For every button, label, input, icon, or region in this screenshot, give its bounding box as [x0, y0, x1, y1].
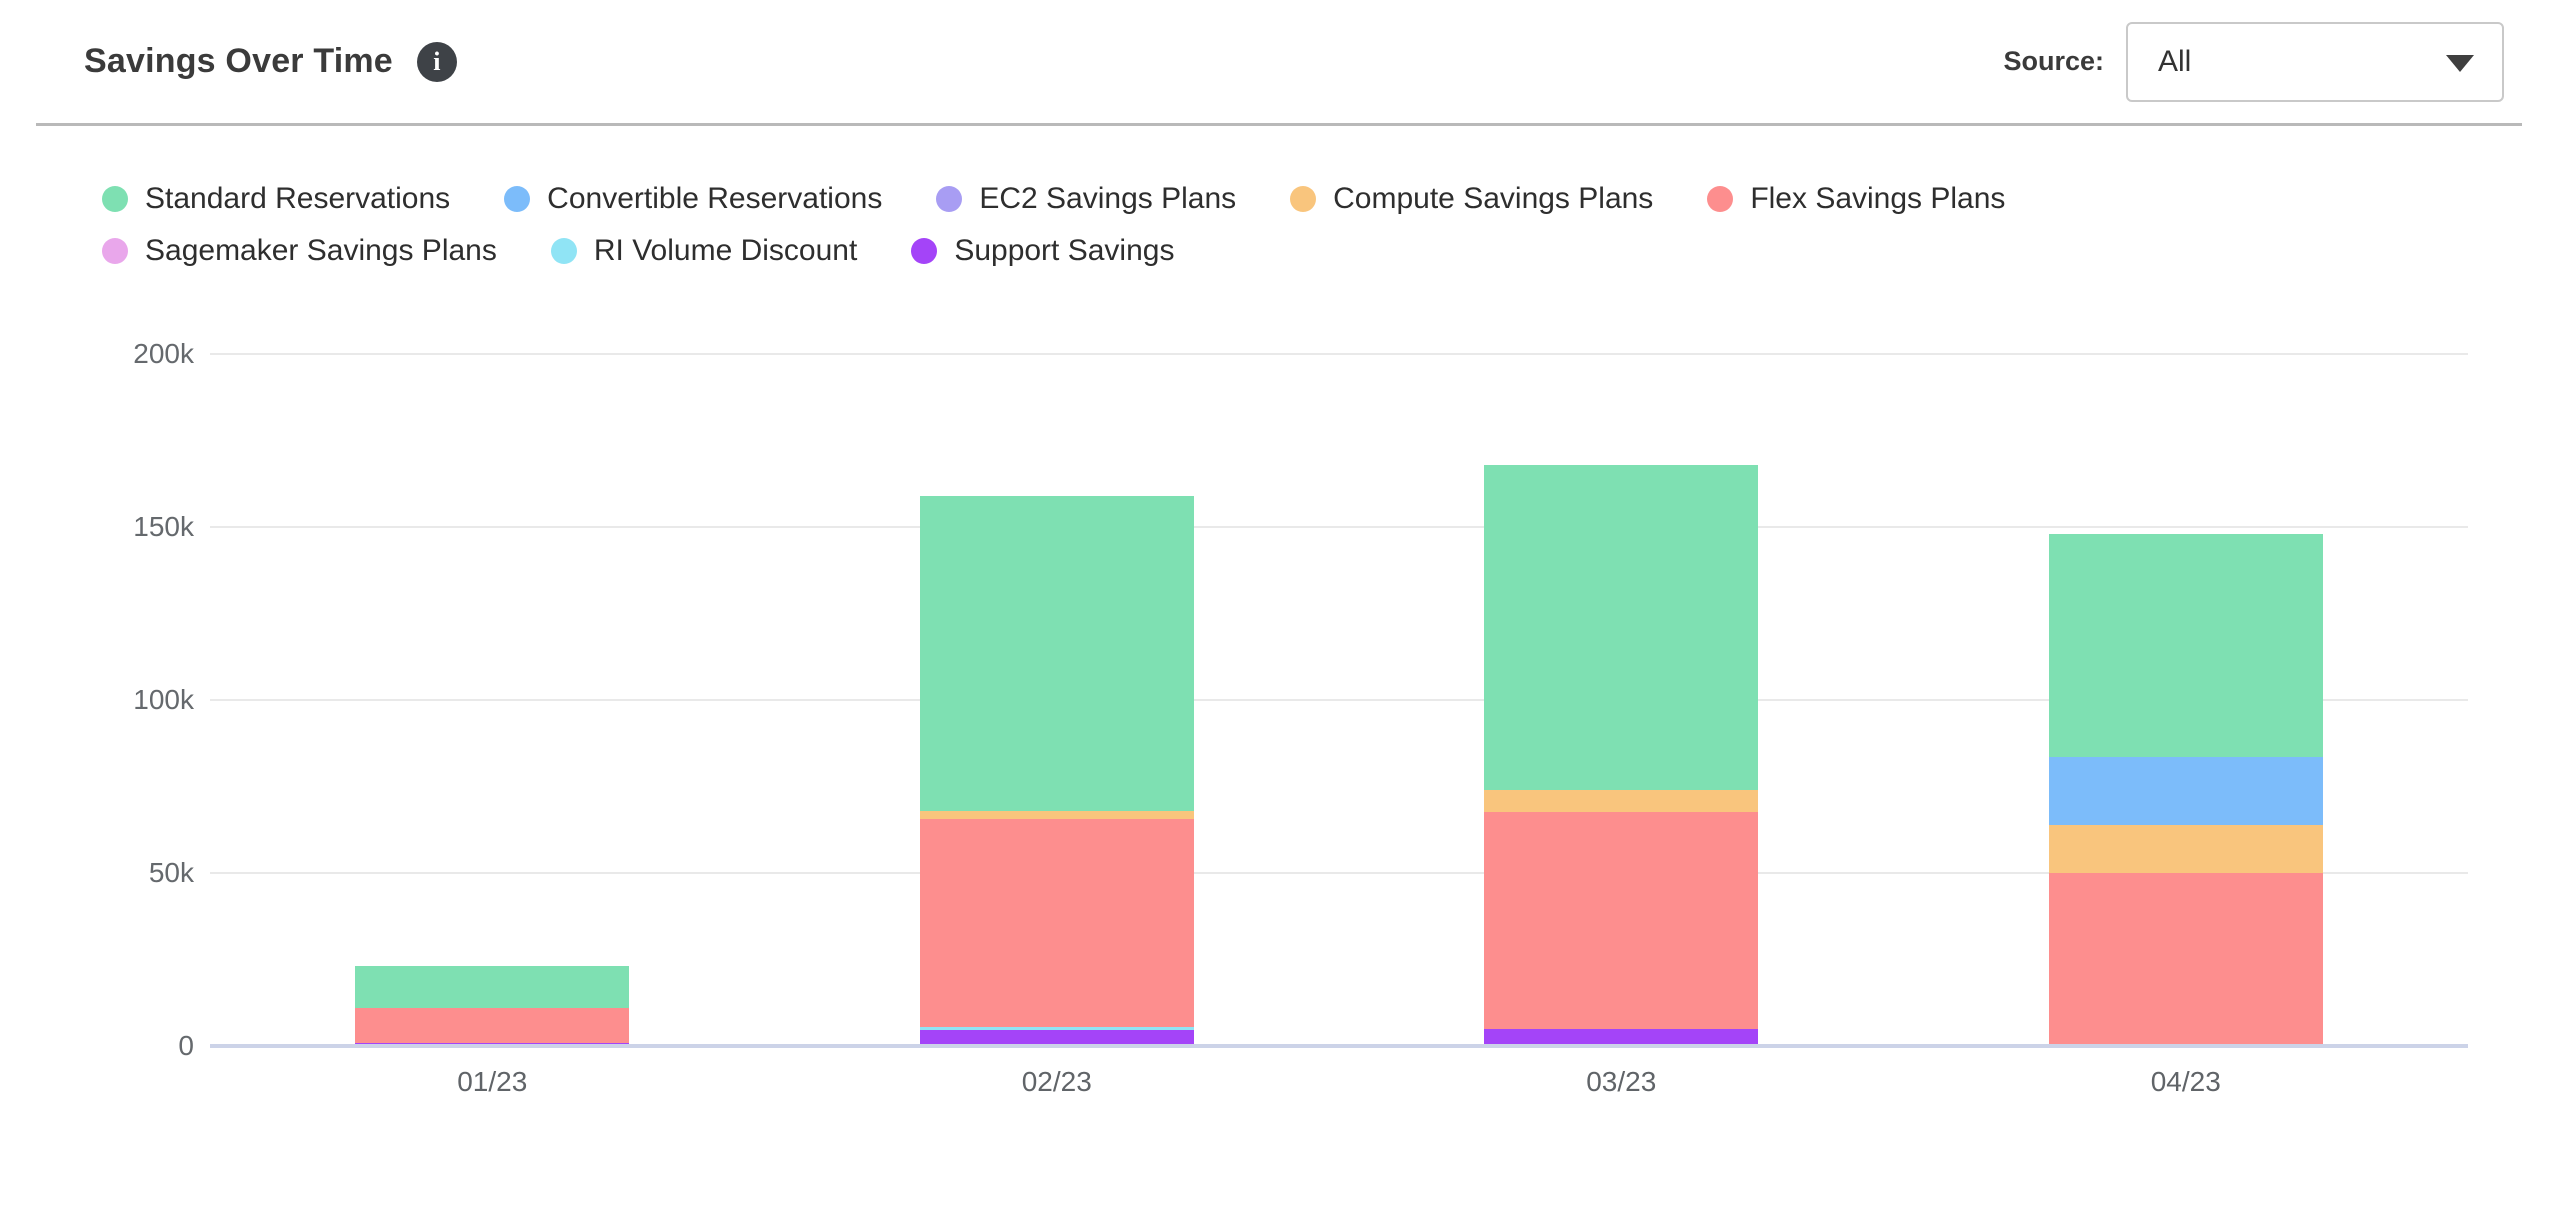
- bar-slot-02/23: 02/23: [775, 354, 1340, 1097]
- legend-item-label: Standard Reservations: [145, 182, 451, 215]
- legend-color-dot: [550, 238, 577, 264]
- legend-item-3[interactable]: Compute Savings Plans: [1290, 182, 1653, 216]
- y-tick-label: 150k: [133, 511, 194, 542]
- bar-segment-standard-reservations[interactable]: [355, 966, 630, 1008]
- stacked-bar-02/23[interactable]: [919, 354, 1194, 1046]
- legend-color-dot: [102, 238, 128, 264]
- legend-item-label: Compute Savings Plans: [1333, 182, 1654, 215]
- y-tick-label: 100k: [133, 684, 194, 715]
- stacked-bar-04/23[interactable]: [2048, 354, 2323, 1046]
- chart-header: Savings Over Time i Source: All: [36, 0, 2522, 126]
- legend-item-label: RI Volume Discount: [593, 234, 858, 267]
- y-tick-label: 50k: [148, 857, 194, 888]
- bars-container: 01/23 02/23 03/23 04/23: [210, 354, 2469, 1097]
- legend-color-dot: [102, 186, 128, 212]
- stacked-bar-03/23[interactable]: [1484, 354, 1759, 1046]
- title-group: Savings Over Time i: [36, 41, 457, 82]
- source-dropdown-value: All: [2158, 44, 2192, 78]
- bar-slot-04/23: 04/23: [1904, 354, 2469, 1097]
- legend-color-dot: [1707, 186, 1734, 212]
- legend-item-4[interactable]: Flex Savings Plans: [1707, 182, 2005, 216]
- bar-segment-standard-reservations[interactable]: [1484, 464, 1759, 790]
- gridline: [210, 353, 2468, 355]
- legend-item-label: Convertible Reservations: [547, 182, 883, 215]
- bar-segment-flex-savings-plans[interactable]: [2048, 873, 2323, 1046]
- bar-segment-compute-savings-plans[interactable]: [2048, 824, 2323, 873]
- bar-slot-01/23: 01/23: [210, 354, 775, 1097]
- bar-segment-flex-savings-plans[interactable]: [919, 819, 1194, 1027]
- x-tick-label: 01/23: [457, 1066, 528, 1097]
- bar-segment-support-savings[interactable]: [919, 1030, 1194, 1046]
- x-axis-line: [210, 1044, 2468, 1048]
- y-tick-label: 0: [178, 1030, 194, 1061]
- legend-item-label: Flex Savings Plans: [1750, 182, 2006, 215]
- bar-segment-standard-reservations[interactable]: [2048, 533, 2323, 758]
- source-dropdown[interactable]: All: [2126, 21, 2504, 102]
- bar-segment-convertible-reservations[interactable]: [2048, 757, 2323, 825]
- legend-item-2[interactable]: EC2 Savings Plans: [936, 182, 1236, 216]
- bar-segment-compute-savings-plans[interactable]: [919, 810, 1194, 820]
- gridline: [210, 872, 2468, 874]
- page-title: Savings Over Time: [84, 42, 393, 80]
- legend-item-label: EC2 Savings Plans: [979, 182, 1237, 215]
- legend-color-dot: [911, 238, 938, 264]
- legend-color-dot: [504, 186, 531, 212]
- bar-segment-support-savings[interactable]: [1484, 1028, 1759, 1046]
- bar-segment-flex-savings-plans[interactable]: [355, 1007, 630, 1043]
- legend: Standard Reservations Convertible Reserva…: [102, 182, 2262, 268]
- gridline: [210, 526, 2468, 528]
- legend-item-label: Support Savings: [954, 234, 1175, 267]
- x-tick-label: 02/23: [1021, 1066, 1092, 1097]
- bar-segment-compute-savings-plans[interactable]: [1484, 789, 1759, 813]
- legend-color-dot: [1290, 186, 1317, 212]
- chevron-down-icon: [2446, 54, 2474, 72]
- legend-item-5[interactable]: Sagemaker Savings Plans: [102, 234, 497, 268]
- x-tick-label: 04/23: [2150, 1066, 2221, 1097]
- stacked-bar-01/23[interactable]: [355, 354, 630, 1046]
- source-group: Source: All: [2003, 21, 2522, 102]
- bar-segment-flex-savings-plans[interactable]: [1484, 812, 1759, 1029]
- bar-segment-ri-volume-discount[interactable]: [919, 1026, 1194, 1031]
- info-icon[interactable]: i: [416, 41, 457, 82]
- legend-item-label: Sagemaker Savings Plans: [145, 234, 497, 267]
- legend-item-0[interactable]: Standard Reservations: [102, 182, 450, 216]
- x-tick-label: 03/23: [1586, 1066, 1657, 1097]
- legend-item-7[interactable]: Support Savings: [911, 234, 1174, 268]
- bar-slot-03/23: 03/23: [1339, 354, 1904, 1097]
- y-tick-label: 200k: [133, 338, 194, 369]
- legend-color-dot: [936, 186, 963, 212]
- source-label: Source:: [2003, 46, 2104, 76]
- bar-segment-standard-reservations[interactable]: [919, 495, 1194, 811]
- plot-area: 0 50k 100k 150k 200k 01/23 02/23 03/23 04/23: [133, 338, 2469, 1097]
- gridline: [210, 699, 2468, 701]
- legend-item-1[interactable]: Convertible Reservations: [504, 182, 882, 216]
- legend-item-6[interactable]: RI Volume Discount: [550, 234, 858, 268]
